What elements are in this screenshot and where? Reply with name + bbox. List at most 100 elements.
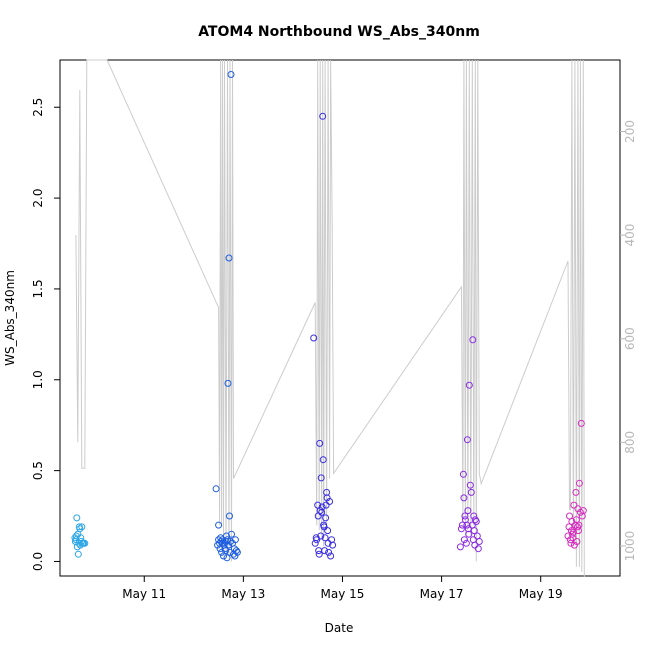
- data-point-series-3: [314, 501, 322, 509]
- data-point-series-3: [315, 550, 323, 558]
- data-point-series-2: [218, 539, 226, 547]
- data-point-series-3: [322, 501, 330, 509]
- data-point-series-3: [316, 507, 324, 515]
- altitude-trace-layer: [75, 59, 585, 578]
- y-axis-label: WS_Abs_340nm: [3, 270, 17, 366]
- x-tick-label: May 13: [221, 587, 265, 601]
- y-tick-label: 1.5: [31, 279, 45, 298]
- data-point-series-3: [329, 541, 337, 549]
- data-point-series-3: [322, 514, 330, 522]
- data-point-series-2: [215, 521, 223, 529]
- x-tick-label: May 19: [519, 587, 563, 601]
- scatter-points-layer: [71, 71, 587, 562]
- secondary-tick-label: 400: [623, 224, 637, 247]
- data-point-series-5: [575, 479, 583, 487]
- data-point-series-4: [466, 481, 474, 489]
- data-point-series-3: [321, 534, 329, 542]
- data-point-series-4: [458, 521, 466, 529]
- data-point-series-4: [461, 512, 469, 520]
- data-point-series-3: [321, 547, 329, 555]
- y-tick-label: 2.5: [31, 98, 45, 117]
- secondary-tick-label: 1000: [623, 531, 637, 562]
- secondary-tick-label: 600: [623, 327, 637, 350]
- data-point-series-1: [81, 539, 89, 547]
- data-point-series-2: [224, 379, 232, 387]
- data-point-series-2: [222, 547, 229, 555]
- data-point-series-4: [465, 381, 473, 389]
- data-point-series-4: [475, 538, 483, 545]
- data-point-series-5: [577, 419, 585, 427]
- data-point-series-4: [460, 494, 468, 502]
- data-point-series-4: [471, 541, 479, 549]
- plot-frame: [59, 59, 621, 577]
- secondary-tick-label: 800: [623, 431, 637, 454]
- secondary-tick-label: 200: [623, 120, 637, 143]
- data-point-series-1: [76, 525, 84, 533]
- data-point-series-5: [568, 518, 576, 525]
- data-point-series-2: [227, 71, 235, 78]
- chart-title: ATOM4 Northbound WS_Abs_340nm: [198, 24, 480, 40]
- y-axis: 0.0 0.5 1.0 1.5 2.0 2.5: [31, 98, 60, 571]
- data-point-series-4: [465, 530, 473, 538]
- data-point-series-1: [74, 550, 82, 558]
- data-point-series-3: [313, 536, 321, 544]
- data-point-series-2: [226, 512, 233, 520]
- data-point-series-2: [212, 485, 220, 493]
- data-point-series-3: [326, 498, 334, 505]
- data-point-series-5: [565, 523, 573, 531]
- data-point-series-3: [311, 539, 319, 547]
- y-tick-label: 1.0: [31, 370, 45, 389]
- x-tick-label: May 11: [122, 587, 166, 601]
- data-point-series-4: [470, 512, 478, 520]
- data-point-series-5: [573, 523, 581, 531]
- data-point-series-5: [575, 521, 583, 529]
- data-point-series-4: [469, 336, 477, 344]
- x-tick-label: May 15: [321, 587, 365, 601]
- data-point-series-3: [310, 334, 318, 342]
- data-point-series-3: [324, 527, 332, 535]
- data-point-series-3: [318, 508, 326, 516]
- data-point-series-5: [570, 501, 578, 509]
- data-point-series-2: [226, 548, 234, 556]
- data-point-series-5: [567, 527, 575, 535]
- data-point-series-2: [228, 530, 235, 538]
- data-point-series-2: [225, 254, 233, 262]
- data-point-series-4: [464, 507, 472, 515]
- data-point-series-4: [463, 521, 471, 529]
- data-point-series-3: [320, 523, 328, 531]
- data-point-series-2: [223, 554, 231, 562]
- data-point-series-3: [318, 503, 326, 511]
- data-point-series-4: [467, 488, 475, 496]
- altitude-trace-line: [75, 59, 585, 578]
- data-point-series-1: [73, 514, 81, 522]
- data-point-series-3: [317, 474, 325, 482]
- data-point-series-5: [573, 538, 581, 545]
- data-point-series-4: [470, 527, 478, 535]
- data-point-series-5: [569, 534, 577, 542]
- data-point-series-3: [325, 548, 333, 556]
- data-point-series-3: [327, 552, 335, 560]
- data-point-series-1: [72, 532, 80, 540]
- data-point-series-5: [572, 488, 580, 496]
- data-point-series-4: [459, 470, 467, 478]
- data-point-series-4: [462, 539, 470, 547]
- data-point-series-4: [472, 518, 480, 525]
- data-point-series-5: [564, 532, 572, 540]
- y-tick-label: 0.0: [31, 552, 45, 571]
- y-tick-label: 0.5: [31, 461, 45, 480]
- data-point-series-3: [316, 439, 324, 447]
- secondary-y-axis: 200 400 600 800 1000: [620, 120, 637, 561]
- data-point-series-3: [324, 539, 332, 547]
- data-point-series-3: [319, 112, 327, 120]
- data-point-series-3: [319, 456, 327, 464]
- x-tick-label: May 17: [420, 587, 464, 601]
- data-point-series-4: [460, 536, 468, 544]
- data-point-series-4: [456, 543, 464, 551]
- x-axis-label: Date: [325, 621, 354, 635]
- x-axis: May 11 May 13 May 15 May 17 May 19: [122, 576, 563, 601]
- data-point-series-4: [457, 525, 465, 533]
- data-point-series-5: [579, 507, 587, 515]
- data-point-series-1: [78, 523, 86, 531]
- y-tick-label: 2.0: [31, 189, 45, 208]
